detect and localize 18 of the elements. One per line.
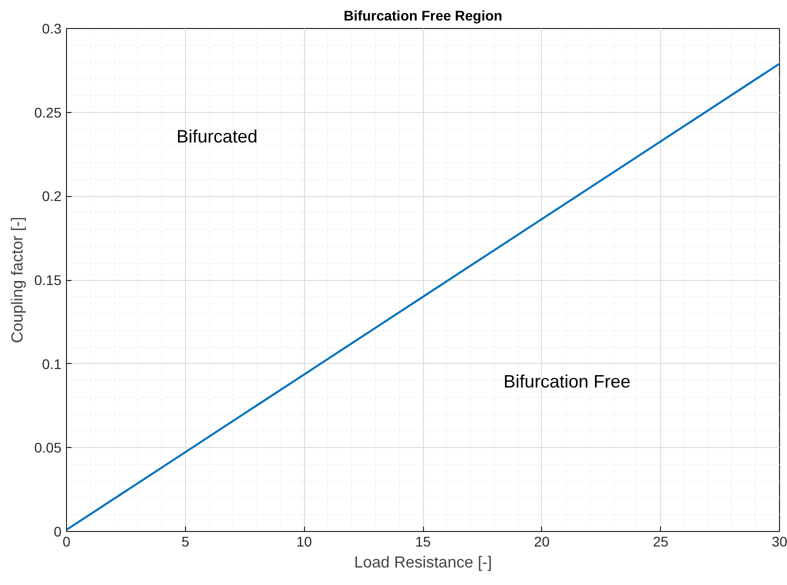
x-tick-label: 30: [772, 534, 787, 550]
chart-title: Bifurcation Free Region: [344, 8, 502, 24]
x-tick-label: 15: [415, 534, 431, 550]
y-tick-label: 0.1: [42, 356, 62, 372]
annotation: Bifurcated: [176, 126, 258, 146]
x-tick-label: 20: [534, 534, 550, 550]
y-tick-label: 0.15: [34, 272, 62, 288]
y-tick-label: 0.25: [34, 104, 62, 120]
x-axis-title: Load Resistance [-]: [354, 554, 492, 572]
y-tick-label: 0.2: [42, 188, 62, 204]
annotation: Bifurcation Free: [504, 372, 631, 392]
x-tick-label: 10: [296, 534, 312, 550]
y-tick-label: 0: [54, 524, 62, 540]
x-tick-label: 25: [652, 534, 669, 550]
x-tick-label: 5: [181, 534, 190, 550]
y-tick-label: 0.05: [34, 440, 62, 456]
y-tick-label: 0.3: [42, 20, 62, 36]
y-axis-title: Coupling factor [-]: [9, 216, 26, 344]
